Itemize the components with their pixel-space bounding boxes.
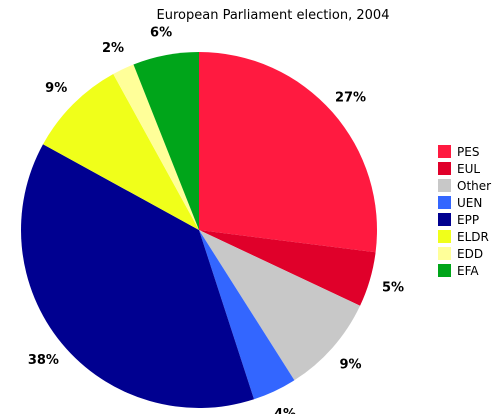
pie-labels: 27% 5% 9% 4% 38% 9% 2% 6% <box>28 26 404 414</box>
legend-label-pes: PES <box>457 145 479 159</box>
pie-label-uen: 4% <box>274 407 296 414</box>
legend-label-eldr: ELDR <box>457 230 489 244</box>
legend-swatch-epp <box>438 213 451 226</box>
legend-label-eul: EUL <box>457 162 480 176</box>
legend: PES EUL Other UEN EPP ELDR EDD EFA <box>438 145 491 278</box>
legend-label-epp: EPP <box>457 213 479 227</box>
pie-slice-efa <box>133 52 199 230</box>
legend-swatch-other <box>438 179 451 192</box>
pie-label-eldr: 9% <box>45 81 67 96</box>
pie-label-other: 9% <box>339 358 361 373</box>
pie-label-pes: 27% <box>335 90 366 105</box>
pie-slice-epp <box>21 144 255 409</box>
pie-label-efa: 6% <box>150 26 172 41</box>
chart-title: European Parliament election, 2004 <box>157 8 390 23</box>
legend-label-efa: EFA <box>457 264 479 278</box>
pie-slice-eul <box>199 230 376 306</box>
legend-swatch-edd <box>438 247 451 260</box>
legend-swatch-pes <box>438 145 451 158</box>
legend-label-edd: EDD <box>457 247 483 261</box>
pie-label-edd: 2% <box>102 41 124 56</box>
legend-swatch-uen <box>438 196 451 209</box>
pie-label-epp: 38% <box>28 353 59 368</box>
legend-label-uen: UEN <box>457 196 482 210</box>
pie-slice-pes <box>199 52 378 253</box>
legend-swatch-eldr <box>438 230 451 243</box>
pie-label-eul: 5% <box>382 280 404 295</box>
pie-slice-edd <box>113 64 199 230</box>
pie-slice-eldr <box>43 74 199 231</box>
legend-label-other: Other <box>457 179 491 193</box>
legend-swatch-efa <box>438 264 451 277</box>
pie-slices <box>21 52 378 409</box>
legend-swatch-eul <box>438 162 451 175</box>
pie-slice-uen <box>199 230 295 400</box>
pie-slice-other <box>199 230 361 381</box>
